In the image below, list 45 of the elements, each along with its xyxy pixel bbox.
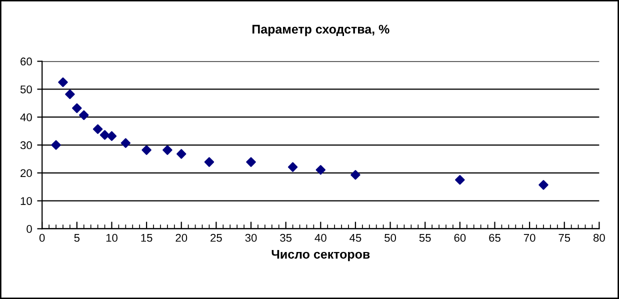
x-tick-label: 80 bbox=[593, 234, 605, 242]
x-tick-label: 5 bbox=[74, 234, 80, 242]
point bbox=[538, 180, 548, 190]
x-tick-label: 15 bbox=[141, 234, 152, 242]
point bbox=[65, 89, 75, 100]
y-tick-label: 40 bbox=[20, 113, 32, 122]
x-tick-label: 35 bbox=[280, 234, 292, 242]
point bbox=[316, 164, 326, 175]
point bbox=[288, 162, 298, 172]
y-tick-label: 0 bbox=[26, 225, 32, 233]
y-tick-label: 20 bbox=[20, 169, 32, 178]
x-tick-label: 55 bbox=[419, 234, 431, 242]
x-tick-label: 45 bbox=[350, 234, 362, 242]
point bbox=[106, 131, 117, 141]
x-tick-label: 25 bbox=[210, 234, 222, 242]
point bbox=[120, 138, 131, 148]
point bbox=[350, 170, 360, 180]
point bbox=[72, 103, 82, 114]
y-tick-label: 50 bbox=[20, 85, 32, 94]
point bbox=[142, 145, 152, 155]
y-tick-label: 60 bbox=[20, 58, 32, 66]
point bbox=[92, 124, 103, 134]
x-tick-label: 65 bbox=[489, 234, 500, 242]
x-tick-label: 10 bbox=[106, 234, 118, 242]
x-tick-label: 70 bbox=[524, 234, 536, 242]
x-tick-label: 75 bbox=[558, 234, 570, 242]
point bbox=[246, 157, 256, 167]
point bbox=[176, 149, 186, 159]
x-tick-label: 20 bbox=[176, 234, 188, 242]
point bbox=[100, 130, 110, 140]
point bbox=[204, 157, 214, 167]
x-tick-label: 0 bbox=[39, 234, 45, 242]
point bbox=[79, 110, 89, 120]
x-tick-label: 30 bbox=[245, 234, 257, 242]
y-tick-label: 30 bbox=[20, 141, 32, 150]
x-axis-title: Число секторов bbox=[272, 250, 370, 262]
x-tick-label: 60 bbox=[454, 234, 466, 242]
y-tick-label: 10 bbox=[20, 197, 32, 205]
point bbox=[455, 175, 465, 185]
point bbox=[51, 140, 61, 150]
x-tick-label: 50 bbox=[384, 234, 396, 242]
chart-title: Параметр сходства, % bbox=[252, 24, 390, 36]
point bbox=[58, 77, 68, 88]
x-tick-label: 40 bbox=[314, 234, 326, 242]
point bbox=[162, 145, 172, 155]
